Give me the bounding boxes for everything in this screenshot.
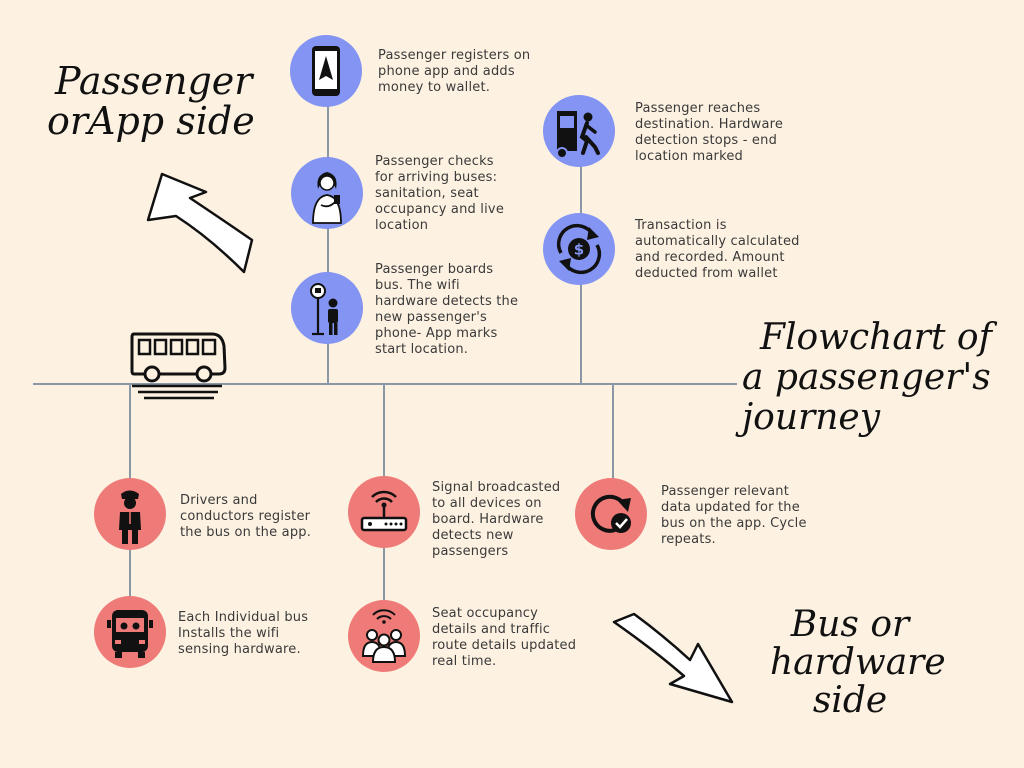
bus-stop-person-icon — [291, 272, 363, 344]
connector-cycle-column — [612, 384, 614, 514]
bus-side-title: Bus or hardware side — [770, 604, 946, 721]
crowd-signal-icon — [348, 600, 420, 672]
flowchart-title-line2: a passenger's — [742, 357, 991, 398]
phone-navigation-icon — [290, 35, 362, 107]
passenger-side-title-line2: orApp side — [47, 98, 255, 143]
wifi-router-icon — [348, 476, 420, 548]
flowchart-title: Flowchart of a passenger's journey — [742, 318, 992, 438]
arrow-up-left-icon — [140, 168, 260, 278]
step-reaches-destination-text: Passenger reaches destination. Hardware … — [635, 101, 784, 164]
step-install-hardware-text: Each Individual bus Installs the wifi se… — [178, 610, 309, 657]
timeline-axis — [33, 383, 737, 385]
refresh-check-icon — [575, 478, 647, 550]
bus-front-icon — [94, 596, 166, 668]
step-drivers-register-text: Drivers and conductors register the bus … — [180, 493, 312, 540]
woman-with-phone-icon — [291, 157, 363, 229]
arrow-down-right-icon — [608, 610, 738, 710]
step-check-buses-text: Passenger checks for arriving buses: san… — [375, 154, 505, 233]
step-signal-broadcast-text: Signal broadcasted to all devices on boa… — [432, 480, 561, 559]
passenger-side-title: Passenger orApp side — [47, 59, 255, 142]
bus-side-title-line3: side — [812, 680, 888, 721]
driver-icon — [94, 478, 166, 550]
step-app-register-text: Passenger registers on phone app and add… — [378, 48, 531, 95]
step-seat-occupancy-text: Seat occupancy details and traffic route… — [432, 606, 577, 669]
step-transaction-text: Transaction is automatically calculated … — [635, 218, 800, 281]
bus-side-icon — [128, 328, 228, 402]
step-boards-bus-text: Passenger boards bus. The wifi hardware … — [375, 262, 519, 357]
bus-side-title-line1: Bus or — [790, 604, 910, 645]
svg-text:$: $ — [574, 241, 584, 259]
flowchart-title-line3: journey — [742, 397, 881, 438]
step-cycle-repeats-text: Passenger relevant data updated for the … — [661, 484, 807, 547]
bus-side-title-line2: hardware — [770, 642, 946, 683]
flowchart-title-line1: Flowchart of — [760, 317, 992, 358]
person-leaving-bus-icon — [543, 95, 615, 167]
dollar-exchange-icon: $ — [543, 213, 615, 285]
passenger-side-title-line1: Passenger — [55, 59, 253, 103]
